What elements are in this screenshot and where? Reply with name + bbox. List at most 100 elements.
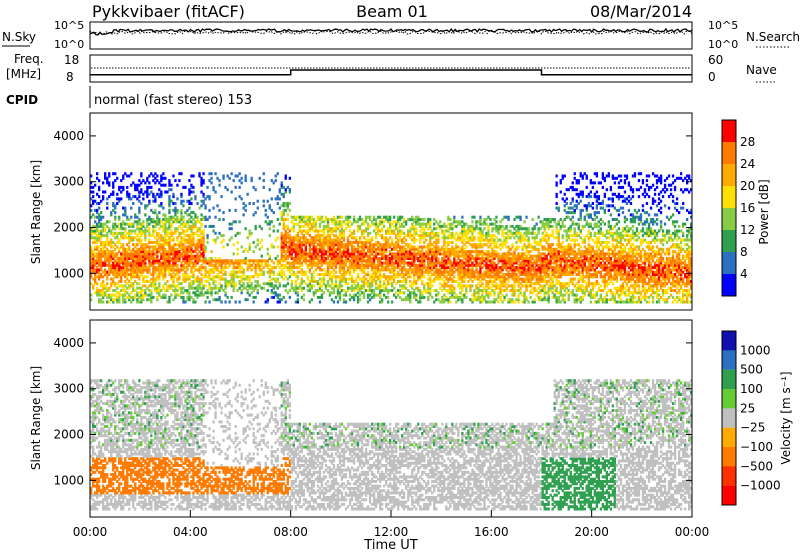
power-cell — [358, 218, 362, 221]
power-cell — [324, 224, 328, 228]
power-cell — [366, 284, 370, 288]
power-cell — [188, 282, 191, 286]
power-cell — [314, 268, 318, 272]
power-cell — [505, 266, 508, 270]
power-cell — [276, 236, 279, 240]
power-cell — [385, 215, 388, 219]
power-cell — [461, 224, 464, 228]
power-cell — [144, 190, 147, 194]
power-cell — [140, 289, 143, 292]
power-cell — [106, 293, 109, 297]
power-cell — [100, 234, 103, 238]
power-cell — [507, 247, 510, 251]
power-cell — [254, 295, 257, 299]
power-cell — [344, 254, 348, 258]
power-cell — [140, 263, 143, 267]
power-cell — [296, 238, 300, 242]
power-cell — [302, 215, 306, 219]
power-cell — [190, 240, 193, 244]
power-cell — [182, 185, 185, 189]
power-cell — [312, 277, 316, 281]
power-cell — [366, 247, 370, 251]
power-cell — [164, 282, 167, 286]
power-cell — [405, 282, 408, 286]
power-cell — [356, 243, 360, 247]
power-cell — [334, 234, 338, 238]
power-cell — [222, 211, 225, 215]
power-cell — [447, 279, 450, 283]
power-cell — [166, 190, 169, 194]
power-cell — [509, 300, 512, 304]
power-cell — [196, 238, 199, 242]
power-cell — [469, 298, 472, 302]
power-cell — [178, 270, 181, 274]
power-cell — [302, 259, 306, 263]
power-cell — [304, 282, 308, 286]
power-cell — [487, 295, 490, 299]
power-cell — [445, 254, 448, 258]
power-cell — [443, 268, 446, 272]
power-cell — [152, 218, 155, 221]
power-cell — [146, 243, 149, 247]
power-cell — [136, 227, 139, 231]
power-cell — [232, 261, 235, 265]
power-cell — [164, 268, 167, 272]
power-cell — [443, 252, 446, 256]
power-cell — [230, 236, 233, 240]
power-cell — [459, 295, 462, 299]
power-cell — [180, 247, 183, 251]
power-cell — [164, 254, 167, 258]
power-cell — [401, 270, 404, 274]
power-cell — [124, 289, 127, 292]
power-cell — [188, 202, 191, 205]
power-cell — [314, 224, 318, 228]
power-cell — [292, 240, 296, 244]
power-cell — [447, 257, 450, 260]
power-cell — [282, 284, 285, 288]
power-cell — [324, 215, 328, 219]
power-cell — [100, 293, 103, 297]
power-cell — [437, 259, 440, 263]
power-cell — [326, 257, 330, 260]
power-cell — [138, 240, 141, 244]
power-cell — [208, 273, 211, 276]
power-cell — [493, 289, 496, 292]
power-cell — [152, 247, 155, 251]
power-cell — [465, 254, 468, 258]
power-cell — [132, 254, 135, 258]
power-cell — [170, 275, 173, 279]
power-cell — [162, 224, 165, 228]
power-cell — [248, 202, 251, 205]
power-cell — [232, 268, 235, 272]
power-cell — [489, 279, 492, 283]
power-cell — [461, 259, 464, 263]
power-cell — [310, 215, 314, 219]
power-cell — [236, 275, 239, 279]
power-cell — [176, 284, 179, 288]
power-cell — [102, 261, 105, 265]
power-cell — [102, 243, 105, 247]
power-cell — [104, 245, 107, 249]
power-cell — [112, 266, 115, 270]
power-cell — [110, 252, 113, 256]
power-cell — [360, 279, 364, 283]
power-cell — [348, 268, 352, 272]
power-cell — [294, 252, 298, 256]
power-cell — [477, 231, 480, 235]
power-cell — [461, 250, 464, 254]
power-cell — [487, 259, 490, 263]
power-cell — [413, 289, 416, 292]
power-cell — [94, 199, 97, 203]
power-cell — [294, 257, 298, 260]
power-cell — [284, 236, 287, 240]
power-cell — [278, 222, 281, 226]
power-cell — [449, 227, 452, 231]
power-cell — [260, 263, 263, 267]
power-cell — [387, 229, 390, 233]
power-cell — [383, 268, 386, 272]
power-cell — [152, 211, 155, 215]
power-cell — [288, 247, 292, 251]
power-cell — [142, 263, 145, 267]
power-cell — [425, 245, 428, 249]
power-cell — [415, 257, 418, 260]
